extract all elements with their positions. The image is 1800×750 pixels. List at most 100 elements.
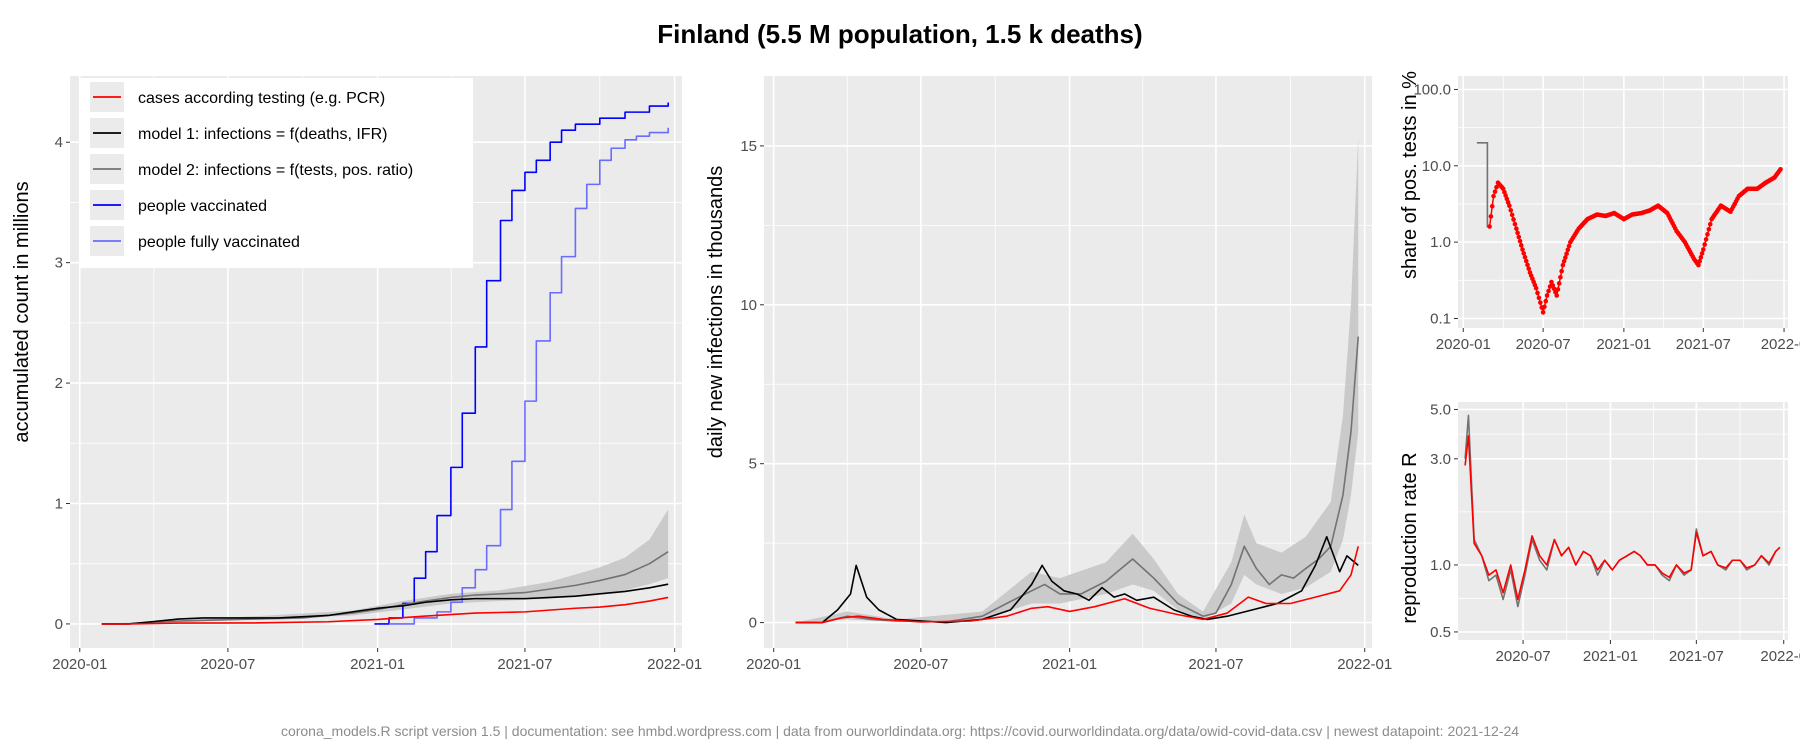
positivity-data-point [1508,207,1514,213]
daily-y-tick-label: 5 [749,456,757,473]
legend-label-model1: model 1: infections = f(deaths, IFR) [138,126,387,143]
positivity-data-point [1560,262,1566,268]
positivity-data-point [1696,262,1701,268]
positivity-data-point [1517,238,1523,244]
accumulated-series-line-model1 [101,583,669,625]
positivity-data-point [1565,247,1571,253]
positivity-plot-area [1458,76,1788,328]
caption: corona_models.R script version 1.5 | doc… [281,723,1519,739]
positivity-data-point [1491,193,1496,199]
positivity-y-axis-label: share of pos. tests in % [1399,71,1421,279]
positivity-data-point [1542,304,1547,310]
accumulated-marks [101,102,669,625]
daily-x-tick-label: 2021-07 [1188,656,1243,673]
positivity-data-point [1520,247,1525,252]
positivity-data-point [1544,293,1550,298]
accumulated-series-line-cases [101,596,669,625]
positivity-data-point [1561,258,1567,264]
daily-x-tick-label: 2020-01 [746,656,801,673]
reproduction-y-tick-label: 1.0 [1430,557,1451,574]
positivity-x-tick-label: 2021-01 [1596,336,1651,353]
accumulated-x-tick-label: 2021-01 [350,656,405,673]
positivity-data-point [1511,217,1516,222]
positivity-data-point [1507,203,1512,208]
accumulated-confidence-band [101,509,669,624]
positivity-y-tick-label: 10.0 [1422,158,1451,175]
daily-confidence-band [795,136,1359,623]
positivity-data-point [1701,247,1706,252]
accumulated-y-tick-label: 4 [55,134,63,151]
reproduction-x-tick-label: 2022-0 [1760,648,1800,665]
positivity-y-tick-label: 1.0 [1430,234,1451,251]
positivity-data-point [1514,226,1519,231]
positivity-data-point [1515,230,1520,236]
positivity-data-point [1546,288,1551,294]
positivity-data-point [1538,300,1543,305]
accumulated-series-line-model2 [101,550,669,625]
accumulated-y-axis-label: accumulated count in millions [11,181,33,442]
daily-marks [795,136,1360,624]
daily-panel: daily new infections in thousands 0 5 10 15… [705,76,1392,673]
positivity-y-tick-label: 0.1 [1430,310,1451,327]
positivity-data-point [1540,310,1546,315]
accumulated-y-tick-label: 2 [55,375,63,392]
legend-background [80,78,473,268]
positivity-data-point [1543,298,1549,304]
accumulated-series-line-fully_vaccinated [389,127,669,625]
reproduction-y-tick-label: 3.0 [1430,451,1451,468]
daily-y-axis-label: daily new infections in thousands [705,166,727,458]
daily-y-tick-label: 10 [740,297,757,314]
positivity-data-point [1494,184,1499,190]
positivity-data-point [1555,287,1561,292]
reproduction-series-line-cases [1464,435,1781,601]
positivity-x-tick-label: 2020-07 [1516,336,1571,353]
positivity-data-point [1526,266,1532,271]
figure-title: Finland (5.5 M population, 1.5 k deaths) [657,19,1142,49]
reproduction-plot-area [1458,402,1788,640]
daily-series-line-cases [795,546,1360,624]
reproduction-x-tick-label: 2021-07 [1669,648,1724,665]
positivity-data-point [1518,243,1524,248]
reproduction-marks [1464,414,1781,608]
daily-y-tick-label: 0 [749,615,757,632]
reproduction-panel-background [1458,402,1788,640]
positivity-data-point [1566,243,1572,249]
positivity-data-point [1707,221,1713,227]
positivity-data-point [1563,255,1568,260]
positivity-data-point [1705,232,1710,237]
positivity-data-point [1487,224,1492,229]
positivity-data-point [1559,268,1564,274]
accumulated-y-tick-label: 1 [55,495,63,512]
reproduction-y-tick-label: 5.0 [1430,401,1451,418]
daily-x-tick-label: 2022-01 [1337,656,1392,673]
positivity-data-point [1535,290,1540,296]
positivity-data-point [1492,189,1498,194]
positivity-x-tick-label: 2022-0 [1761,336,1800,353]
daily-x-tick-label: 2020-07 [893,656,948,673]
daily-y-tick-label: 15 [740,138,757,155]
accumulated-y-tick-label: 0 [55,616,63,633]
positivity-data-point [1522,254,1528,260]
positivity-data-point [1554,293,1560,298]
positivity-data-point [1702,242,1707,247]
reproduction-y-axis-label: reproduction rate R [1399,452,1421,623]
reproduction-x-tick-label: 2021-01 [1583,648,1638,665]
positivity-data-point [1564,251,1569,256]
positivity-data-point [1512,221,1518,227]
positivity-y-tick-label: 100.0 [1413,81,1451,98]
positivity-data-point [1699,251,1705,256]
accumulated-x-tick-label: 2020-01 [52,656,107,673]
positivity-x-tick-label: 2020-01 [1436,336,1491,353]
legend-label-vaccinated: people vaccinated [138,198,267,215]
positivity-panel-background [1458,76,1788,328]
accumulated-series-line-vaccinated [374,102,669,625]
positivity-data-point [1558,274,1563,280]
accumulated-x-tick-label: 2022-01 [647,656,702,673]
positivity-data-point [1489,203,1495,209]
daily-x-tick-label: 2021-01 [1042,656,1097,673]
positivity-data-point [1778,166,1783,172]
positivity-data-point [1697,258,1702,264]
positivity-data-point [1533,285,1539,291]
daily-series-line-model1 [795,535,1359,624]
